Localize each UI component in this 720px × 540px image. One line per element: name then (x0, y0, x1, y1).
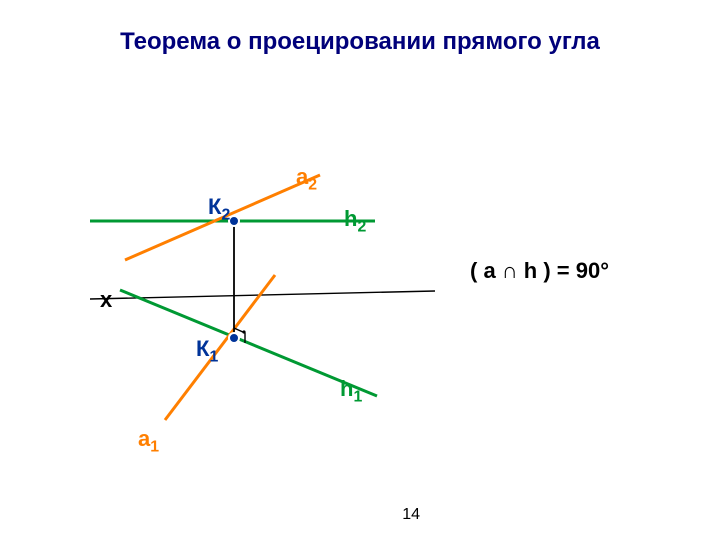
label-a1-sub: 1 (150, 438, 159, 455)
label-h2-main: h (344, 206, 357, 231)
label-a1-main: a (138, 426, 150, 451)
label-h1-sub: 1 (353, 388, 362, 405)
label-h2: h2 (344, 206, 366, 236)
label-a1: a1 (138, 426, 159, 456)
point-k2 (229, 216, 239, 226)
line-h1 (120, 290, 377, 396)
label-a2: a2 (296, 164, 317, 194)
label-k2-main: К (208, 194, 221, 219)
label-h1: h1 (340, 376, 362, 406)
page-number: 14 (402, 506, 420, 524)
formula: ( a ∩ h ) = 90° (470, 258, 609, 284)
label-a2-main: a (296, 164, 308, 189)
label-k2-sub: 2 (221, 206, 230, 223)
label-a2-sub: 2 (308, 176, 317, 193)
label-k1-main: К (196, 336, 209, 361)
label-h2-sub: 2 (357, 218, 366, 235)
label-k2: К2 (208, 194, 230, 224)
right-angle-dot (242, 330, 245, 333)
point-k1 (229, 333, 239, 343)
diagram (0, 0, 720, 540)
label-h1-main: h (340, 376, 353, 401)
label-k1: К1 (196, 336, 218, 366)
label-x: x (100, 287, 112, 313)
label-k1-sub: 1 (209, 348, 218, 365)
